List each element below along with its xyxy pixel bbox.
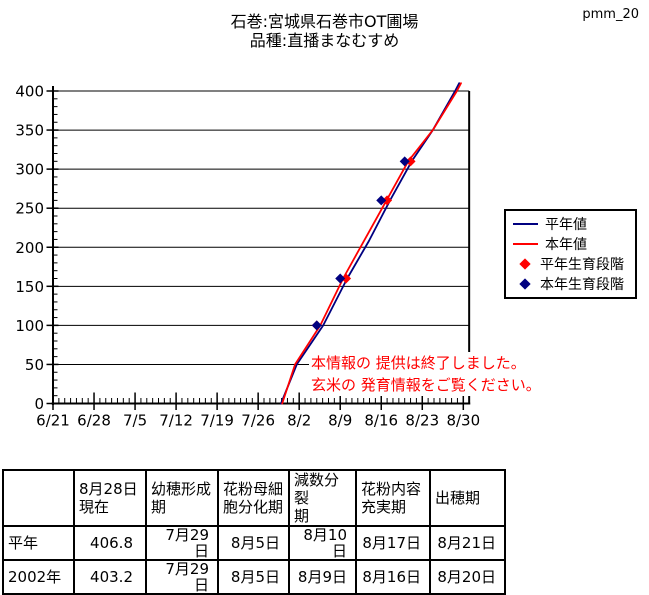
row-label-cell: 2002年 [2, 559, 75, 595]
x-tick-label: 6/28 [77, 412, 111, 430]
y-tick-label: 250 [15, 200, 44, 218]
date-cell: 8月16日 [355, 559, 431, 595]
x-tick-label: 7/19 [200, 412, 234, 430]
legend-diamond-icon [519, 278, 531, 290]
chart-annotation: 本情報の 提供は終了しました。 玄米の 発育情報をご覧ください。 [309, 352, 543, 396]
marker-平年生育段階 [341, 273, 352, 284]
series-line-本年値 [281, 82, 462, 405]
date-cell: 8月21日 [429, 525, 506, 561]
table-row: 平年 406.8 7月29日 8月5日 8月10日 8月17日 8月21日 [2, 525, 506, 561]
y-tick-label: 100 [15, 317, 44, 335]
marker-本年生育段階 [376, 195, 387, 206]
legend-item: 本年生育段階 [513, 274, 635, 294]
table-head: 8月28日 現在 幼穂形成 期花粉母細 胞分化期 減数分裂 期花粉内容 充実期 出穂期 [2, 469, 506, 527]
chart-title-line2: 品種:直播まなむすめ [249, 31, 400, 50]
y-tick-label: 50 [25, 356, 44, 374]
legend-item: 平年生育段階 [513, 254, 635, 274]
x-tick-label: 8/2 [287, 412, 311, 430]
marker-本年生育段階 [399, 156, 410, 167]
page-title: 石巻:宮城県石巻市OT圃場 品種:直播まなむすめ [0, 12, 649, 50]
page-code: pmm_20 [582, 7, 639, 22]
date-cell: 8月17日 [355, 525, 431, 561]
date-cell: 8月10日 [288, 525, 357, 561]
date-cell: 7月29日 [145, 559, 219, 595]
table-header-cell: 8月28日 現在 [73, 469, 147, 527]
legend-item: 本年値 [513, 234, 635, 254]
table-header-cell: 出穂期 [429, 469, 506, 527]
marker-平年生育段階 [405, 156, 416, 167]
table-header-cell [2, 469, 75, 527]
table-header-cell: 幼穂形成 期 [145, 469, 219, 527]
date-cell: 8月5日 [217, 559, 290, 595]
legend-label: 平年生育段階 [540, 257, 624, 273]
growth-stage-table: 8月28日 現在 幼穂形成 期花粉母細 胞分化期 減数分裂 期花粉内容 充実期 出穂期… [2, 469, 506, 595]
marker-本年生育段階 [335, 273, 346, 284]
x-tick-label: 8/16 [364, 412, 398, 430]
x-tick-label: 6/21 [36, 412, 70, 430]
x-tick-label: 8/9 [328, 412, 352, 430]
value-cell: 403.2 [73, 559, 147, 595]
row-label-cell: 平年 [2, 525, 75, 561]
legend-box: 平年値本年値平年生育段階 本年生育段階 [504, 209, 637, 299]
legend-line-swatch [513, 243, 538, 245]
table-header-cell: 花粉母細 胞分化期 [217, 469, 290, 527]
legend-item: 平年値 [513, 214, 635, 234]
marker-平年生育段階 [382, 195, 393, 206]
legend-diamond-icon [519, 258, 531, 270]
y-tick-label: 400 [15, 83, 44, 101]
date-cell: 8月20日 [429, 559, 506, 595]
y-tick-label: 150 [15, 278, 44, 296]
y-tick-label: 200 [15, 239, 44, 257]
marker-本年生育段階 [311, 320, 322, 331]
date-cell: 8月5日 [217, 525, 290, 561]
legend-line-swatch [513, 223, 538, 225]
legend-label: 本年生育段階 [540, 277, 624, 293]
table-header-row: 8月28日 現在 幼穂形成 期花粉母細 胞分化期 減数分裂 期花粉内容 充実期 出穂期 [2, 469, 506, 527]
y-tick-label: 0 [34, 395, 44, 413]
legend-label: 平年値 [545, 217, 587, 233]
x-tick-label: 7/5 [123, 412, 147, 430]
legend-label: 本年値 [545, 237, 587, 253]
table-header-cell: 花粉内容 充実期 [355, 469, 431, 527]
x-tick-label: 8/23 [405, 412, 439, 430]
value-cell: 406.8 [73, 525, 147, 561]
table-row: 2002年 403.2 7月29日 8月5日 8月9日 8月16日 8月20日 [2, 559, 506, 595]
date-cell: 8月9日 [288, 559, 357, 595]
date-cell: 7月29日 [145, 525, 219, 561]
x-tick-label: 7/12 [159, 412, 193, 430]
table-body: 平年 406.8 7月29日 8月5日 8月10日 8月17日 8月21日 2002年 403.… [2, 525, 506, 595]
x-tick-label: 7/26 [241, 412, 275, 430]
table-header-cell: 減数分裂 期 [288, 469, 357, 527]
x-tick-label: 8/30 [446, 412, 480, 430]
chart-title-line1: 石巻:宮城県石巻市OT圃場 [230, 12, 419, 31]
y-tick-label: 350 [15, 122, 44, 140]
y-tick-label: 300 [15, 161, 44, 179]
